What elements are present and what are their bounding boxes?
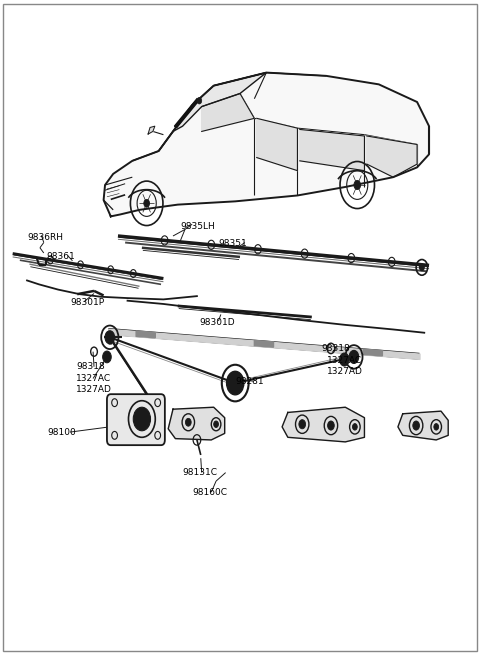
Polygon shape bbox=[168, 407, 225, 440]
Text: 1327AC: 1327AC bbox=[76, 374, 111, 383]
Circle shape bbox=[339, 353, 349, 366]
Circle shape bbox=[233, 381, 237, 386]
Text: 98301D: 98301D bbox=[199, 318, 235, 327]
Circle shape bbox=[413, 421, 420, 430]
Circle shape bbox=[144, 199, 150, 207]
Circle shape bbox=[230, 377, 240, 390]
Circle shape bbox=[137, 413, 147, 426]
Text: 98100: 98100 bbox=[48, 428, 76, 437]
Polygon shape bbox=[202, 94, 254, 132]
Polygon shape bbox=[173, 73, 266, 132]
Text: 1327AD: 1327AD bbox=[327, 367, 363, 376]
Text: 1327AC: 1327AC bbox=[327, 356, 362, 365]
Circle shape bbox=[185, 419, 191, 426]
Text: 98160C: 98160C bbox=[192, 488, 227, 496]
Polygon shape bbox=[398, 411, 448, 440]
Circle shape bbox=[420, 264, 424, 271]
Circle shape bbox=[227, 371, 244, 395]
Text: 98318: 98318 bbox=[76, 362, 105, 371]
Circle shape bbox=[327, 421, 334, 430]
Circle shape bbox=[349, 350, 359, 364]
Polygon shape bbox=[300, 130, 364, 171]
Circle shape bbox=[197, 98, 202, 104]
Polygon shape bbox=[136, 331, 156, 338]
Circle shape bbox=[354, 180, 360, 189]
Text: 98131C: 98131C bbox=[182, 468, 217, 477]
Circle shape bbox=[214, 421, 218, 428]
Circle shape bbox=[351, 354, 356, 360]
Polygon shape bbox=[363, 349, 383, 356]
Text: 98351: 98351 bbox=[218, 239, 247, 248]
Polygon shape bbox=[104, 73, 429, 216]
Polygon shape bbox=[148, 126, 155, 134]
Text: 98301P: 98301P bbox=[70, 298, 104, 307]
Circle shape bbox=[352, 424, 357, 430]
Text: 98318: 98318 bbox=[322, 344, 350, 353]
Circle shape bbox=[299, 420, 306, 429]
Text: 1327AD: 1327AD bbox=[76, 385, 112, 394]
FancyBboxPatch shape bbox=[107, 394, 165, 445]
Circle shape bbox=[434, 424, 439, 430]
Circle shape bbox=[103, 351, 111, 363]
Polygon shape bbox=[174, 99, 199, 128]
Text: 9835LH: 9835LH bbox=[180, 221, 215, 231]
Polygon shape bbox=[257, 119, 298, 171]
Circle shape bbox=[133, 407, 151, 431]
Polygon shape bbox=[282, 407, 364, 442]
Polygon shape bbox=[254, 341, 274, 347]
Text: 98281: 98281 bbox=[235, 377, 264, 386]
Circle shape bbox=[105, 331, 115, 344]
Text: 9836RH: 9836RH bbox=[27, 233, 63, 242]
Text: 98361: 98361 bbox=[46, 252, 75, 261]
Polygon shape bbox=[367, 136, 417, 177]
Circle shape bbox=[108, 334, 112, 341]
